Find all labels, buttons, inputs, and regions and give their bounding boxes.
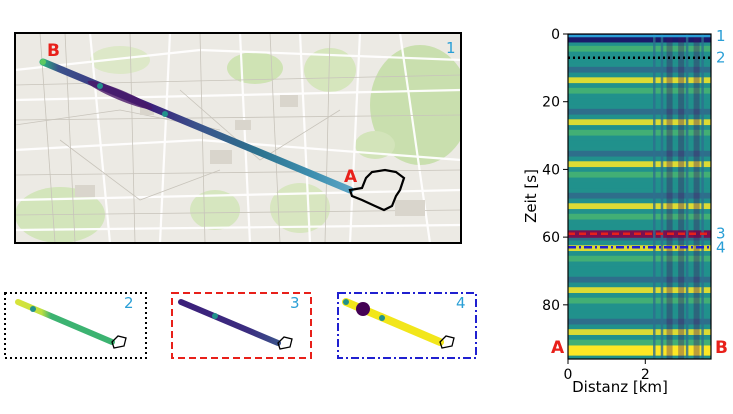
heatmap-rows — [568, 34, 711, 356]
heatmap-column — [701, 34, 704, 359]
marker-label-3: 3 — [716, 225, 726, 243]
heatmap-band — [568, 182, 711, 189]
inset-4-label: 4 — [456, 294, 466, 312]
heatmap-band — [568, 287, 711, 294]
heatmap-band — [568, 329, 711, 335]
map-frame — [14, 32, 462, 244]
inset-3-frame — [171, 292, 312, 359]
inset-4: 4 — [337, 292, 477, 359]
x-tick-label: 0 — [564, 367, 573, 383]
map-start-label: B — [47, 41, 60, 61]
heatmap-band — [568, 77, 711, 84]
heatmap-column — [660, 34, 664, 359]
inset-3-label: 3 — [290, 294, 300, 312]
y-tick-label: 80 — [542, 298, 560, 314]
heatmap-band — [568, 129, 711, 136]
y-tick-label: 40 — [542, 162, 560, 178]
y-tick-label: 60 — [542, 230, 560, 246]
heatmap-band — [568, 339, 711, 346]
heatmap-band — [568, 171, 711, 178]
heatmap-column — [693, 34, 700, 359]
inset-4-frame — [337, 292, 477, 359]
heatmap-column — [685, 34, 689, 359]
heatmap-band — [568, 98, 711, 105]
inset-2-label: 2 — [124, 294, 134, 312]
marker-label-1: 1 — [716, 27, 726, 45]
map-background — [15, 33, 461, 243]
heatmap-band — [568, 140, 711, 147]
y-tick-label: 0 — [551, 27, 560, 43]
x-axis-label: Distanz [km] — [572, 378, 668, 396]
inset-3: 3 — [171, 292, 312, 359]
y-tick-label: 20 — [542, 95, 560, 111]
heatmap-column — [678, 34, 685, 359]
heatmap-column — [653, 34, 656, 359]
heatmap-panel: 1 2 34 0 20 40 60 80 0 2 Distanz [km] Zeit [s] A… — [522, 27, 728, 396]
heatmap-band — [568, 297, 711, 304]
heatmap-band — [568, 345, 711, 356]
heatmap-band — [568, 87, 711, 94]
heatmap-band — [568, 56, 711, 63]
heatmap-band — [568, 203, 711, 210]
inset-2: 2 — [4, 292, 147, 359]
heatmap-band — [568, 119, 711, 126]
marker-label-4: 4 — [716, 238, 726, 256]
heatmap-band — [568, 108, 711, 115]
heatmap-band — [568, 266, 711, 273]
map-end-label: A — [344, 167, 358, 187]
heatmap-band — [568, 318, 711, 325]
heatmap-band — [568, 276, 711, 283]
heatmap-corner-left: A — [551, 338, 565, 358]
heatmap-band — [568, 150, 711, 157]
heatmap-markers: 1 2 34 — [568, 27, 726, 256]
heatmap-band — [568, 213, 711, 220]
inset-2-frame — [4, 292, 147, 359]
inset-3-track — [178, 299, 281, 346]
map-panel-number: 1 — [446, 39, 456, 57]
marker-label-2: 2 — [716, 49, 726, 67]
heatmap-band — [568, 161, 711, 168]
heatmap-band — [568, 66, 711, 73]
route-loop — [348, 168, 406, 212]
heatmap-band — [568, 255, 711, 262]
map-panel: B A 1 — [14, 32, 462, 244]
heatmap-band — [568, 308, 711, 314]
y-axis-label: Zeit [s] — [522, 169, 540, 223]
heatmap-columns — [653, 34, 704, 359]
heatmap-band — [568, 192, 711, 199]
heatmap-ticks: 0 20 40 60 80 0 2 — [542, 27, 650, 383]
heatmap-column — [666, 34, 673, 359]
x-tick-label: 2 — [641, 367, 650, 383]
heatmap-band — [568, 45, 711, 52]
heatmap-band — [568, 34, 711, 43]
heatmap-band — [568, 224, 711, 231]
heatmap-frame — [567, 33, 712, 360]
heatmap-corner-right: B — [715, 338, 728, 358]
